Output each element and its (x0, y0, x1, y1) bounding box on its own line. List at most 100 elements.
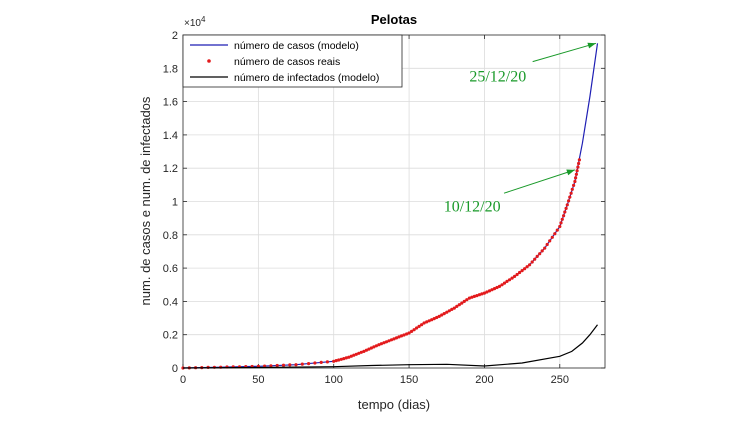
data-point (487, 289, 492, 293)
data-point (442, 312, 446, 316)
data-point (553, 232, 557, 236)
data-point (450, 307, 454, 311)
data-point (405, 332, 409, 336)
data-point (354, 352, 358, 356)
data-point (457, 303, 461, 307)
y-tick-label: 1.2 (163, 163, 178, 175)
data-point (422, 321, 426, 325)
data-point (412, 328, 416, 332)
y-axis-label: num. de casos e num. de infectados (138, 96, 153, 305)
data-point (550, 235, 554, 239)
data-point (472, 294, 476, 298)
data-point (467, 296, 471, 300)
data-point (372, 345, 376, 349)
data-point (564, 206, 568, 210)
data-point (347, 355, 351, 359)
y-tick-label: 0.2 (163, 330, 178, 342)
data-point (392, 337, 396, 341)
data-point (342, 357, 346, 361)
data-point (482, 291, 486, 295)
data-point (374, 344, 378, 348)
data-point (359, 350, 363, 354)
y-tick-label: 1.8 (163, 63, 178, 75)
data-point (465, 298, 469, 302)
data-point (387, 339, 391, 343)
data-point (559, 221, 563, 225)
x-tick-label: 200 (475, 374, 493, 386)
data-point (430, 318, 434, 322)
data-point (577, 161, 581, 166)
data-point (574, 176, 578, 180)
data-point (384, 340, 389, 344)
data-point (502, 281, 507, 285)
data-point (558, 224, 562, 229)
data-point (515, 272, 519, 277)
data-point (288, 363, 292, 367)
data-point (417, 324, 421, 328)
series-markers-casos-reais (181, 158, 582, 370)
data-point (357, 351, 361, 355)
data-point (325, 360, 329, 364)
data-point (530, 260, 534, 264)
data-point (505, 279, 509, 283)
data-point (545, 242, 549, 247)
y-tick-label: 1 (172, 197, 178, 209)
x-tick-label: 150 (400, 374, 418, 386)
data-point (570, 187, 574, 191)
data-point (575, 169, 579, 173)
legend-label-reais: número de casos reais (234, 56, 340, 68)
data-point (437, 314, 441, 318)
series-line-casos-modelo (182, 43, 599, 369)
data-point (427, 319, 431, 323)
data-point (568, 195, 572, 199)
y-tick-label: 1.6 (163, 97, 178, 109)
annotation-arrow-head (566, 169, 575, 176)
data-point (480, 292, 484, 296)
data-point (567, 199, 571, 203)
annotation-arrow-shaft (532, 42, 597, 63)
x-tick-label: 0 (180, 374, 186, 386)
data-point (490, 288, 494, 292)
data-point (548, 239, 552, 243)
y-tick-label: 0 (172, 363, 178, 375)
data-point (415, 326, 419, 330)
data-point (410, 329, 414, 333)
data-point (475, 294, 479, 298)
series-line-infectados-modelo (182, 324, 598, 369)
data-point (574, 172, 579, 176)
y-axis-exponent: ×104 (184, 15, 206, 29)
data-point (377, 343, 381, 347)
data-point (572, 183, 576, 187)
data-point (379, 342, 383, 346)
data-point (362, 349, 366, 353)
data-point (300, 362, 304, 366)
data-point (344, 356, 348, 360)
annotation-arrow-head (587, 42, 596, 49)
data-point (394, 336, 399, 340)
data-point (307, 362, 311, 366)
data-point (577, 158, 582, 162)
data-point (337, 358, 341, 362)
data-point (576, 165, 580, 169)
data-point (520, 269, 524, 273)
data-point (269, 364, 273, 368)
data-point (525, 265, 529, 269)
x-axis-label: tempo (dias) (358, 397, 430, 412)
data-point (319, 360, 323, 364)
data-point (334, 359, 338, 363)
data-point (402, 333, 406, 337)
data-point (382, 341, 386, 345)
data-point (518, 270, 522, 275)
data-point (432, 317, 436, 321)
y-exponent-power: 4 (201, 15, 206, 24)
data-point (452, 306, 456, 310)
y-tick-label: 1.4 (163, 130, 178, 142)
y-tick-label: 0.4 (163, 296, 178, 308)
data-point (447, 309, 451, 313)
data-point (533, 257, 537, 261)
data-point (477, 293, 481, 297)
y-exponent-base: ×10 (184, 18, 201, 29)
data-point (420, 323, 424, 327)
legend-label-modelo: número de casos (modelo) (234, 40, 359, 52)
